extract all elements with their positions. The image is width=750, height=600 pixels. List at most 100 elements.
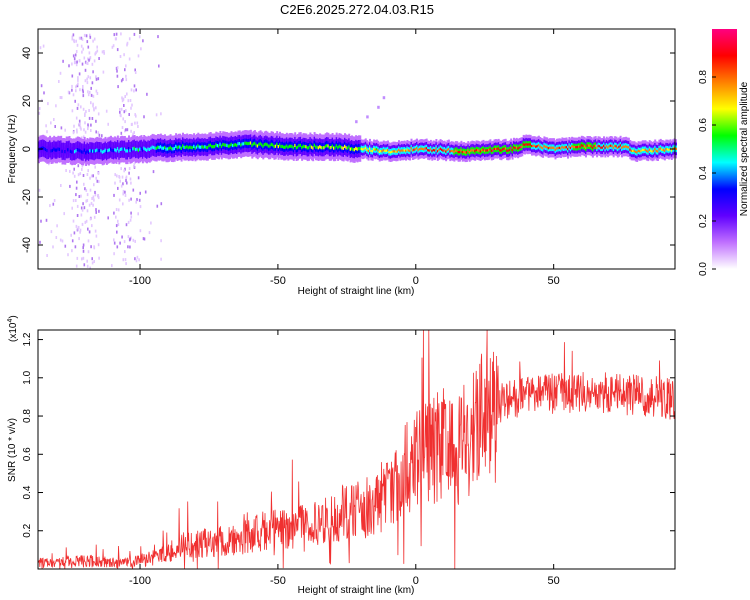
spectrogram-cell	[182, 144, 184, 148]
spectrogram-cell	[465, 151, 468, 154]
spectrogram-cell	[113, 241, 116, 245]
spectrogram-cell	[113, 193, 115, 197]
spectrogram-cell	[345, 146, 348, 150]
spectrogram-cell	[115, 32, 118, 36]
spectrogram-cell	[77, 164, 80, 168]
spectrogram-cell	[70, 233, 72, 237]
spectrogram-cell	[119, 147, 122, 151]
spectrogram-y-tick-label: 20	[21, 95, 33, 107]
spectrogram-cell	[128, 57, 131, 61]
spectrogram-cell	[47, 148, 50, 152]
spectrogram-cell	[508, 148, 511, 152]
spectrogram-cell	[123, 147, 126, 151]
spectrogram-cell	[380, 150, 382, 153]
spectrogram-cell	[120, 32, 122, 36]
spectrogram-cell	[515, 146, 518, 149]
spectrogram-cell	[148, 231, 151, 235]
snr-x-tick-label: 0	[413, 575, 419, 587]
spectrogram-cell	[186, 145, 189, 149]
spectrogram-cell	[665, 148, 668, 151]
spectrogram-cell	[43, 91, 45, 95]
spectrogram-cell	[162, 146, 165, 150]
spectrogram-cell	[94, 229, 97, 233]
spectrogram-cell	[609, 144, 612, 147]
spectrogram-cell	[208, 144, 211, 148]
spectrogram-cell	[531, 144, 533, 148]
spectrogram-cell	[183, 145, 186, 149]
snr-y-tick-label: 1.2	[22, 332, 33, 346]
spectrogram-cell	[84, 130, 87, 134]
spectrogram-cell	[72, 93, 75, 97]
spectrogram-cell	[50, 230, 53, 234]
spectrogram-cell	[49, 204, 51, 208]
spectrogram-cell	[76, 180, 78, 184]
spectrogram-cell	[229, 144, 232, 148]
spectrogram-cell	[481, 149, 484, 152]
spectrogram-cell	[83, 56, 86, 60]
spectrogram-marks	[38, 32, 677, 270]
spectrogram-y-tick-label: -40	[21, 237, 33, 253]
spectrogram-cell	[111, 264, 113, 268]
spectrogram-cell	[292, 146, 295, 150]
spectrogram-cell	[107, 122, 109, 126]
spectrogram-cell	[285, 144, 288, 148]
spectrogram-cell	[405, 149, 407, 153]
spectrogram-cell	[85, 188, 88, 192]
spectrogram-cell	[147, 147, 150, 151]
spectrogram-cell	[80, 44, 83, 48]
spectrogram-cell	[75, 39, 77, 43]
spectrogram-cell	[550, 146, 553, 149]
spectrogram-cell	[144, 147, 147, 151]
spectrogram-cell	[122, 258, 125, 262]
spectrogram-cell	[139, 229, 142, 233]
spectrogram-cell	[80, 213, 83, 217]
spectrogram-cell	[124, 250, 126, 254]
spectrogram-cell	[125, 149, 128, 153]
spectrogram-cell	[382, 96, 386, 100]
spectrogram-cell	[459, 150, 461, 154]
spectrogram-cell	[137, 125, 139, 128]
spectrogram-cell	[392, 150, 395, 153]
spectrogram-cell	[461, 151, 464, 154]
spectrogram-cell	[87, 169, 89, 173]
spectrogram-cell	[82, 243, 85, 247]
spectrogram-cell	[142, 237, 145, 241]
spectrogram-cell	[637, 149, 640, 152]
spectrogram-cell	[565, 146, 568, 149]
spectrogram-cell	[134, 68, 136, 72]
spectrogram-cell	[414, 148, 417, 151]
spectrogram-cell	[297, 145, 299, 149]
spectrogram-cell	[204, 145, 207, 149]
spectrogram-cell	[46, 254, 48, 257]
spectrogram-cell	[83, 206, 86, 210]
spectrogram-cell	[82, 174, 85, 177]
spectrogram-cell	[108, 148, 111, 152]
spectrogram-cell	[82, 47, 84, 51]
spectrogram-cell	[67, 90, 70, 94]
spectrogram-cell	[668, 148, 671, 152]
spectrogram-cell	[87, 150, 90, 154]
spectrogram-cell	[117, 186, 119, 190]
spectrogram-cell	[74, 60, 76, 64]
spectrogram-cell	[627, 146, 630, 149]
spectrogram-cell	[90, 245, 92, 249]
spectrogram-cell	[547, 147, 550, 150]
spectrogram-cell	[71, 150, 74, 154]
spectrogram-cell	[71, 84, 73, 88]
snr-plot-area	[38, 330, 675, 569]
spectrogram-cell	[87, 93, 90, 97]
spectrogram-cell	[124, 190, 126, 194]
spectrogram-cell	[159, 145, 162, 149]
spectrogram-cell	[86, 40, 89, 44]
spectrogram-cell	[319, 145, 322, 149]
spectrogram-cell	[578, 145, 581, 148]
spectrogram-cell	[136, 198, 138, 202]
spectrogram-cell	[89, 188, 92, 192]
spectrogram-cell	[113, 238, 115, 242]
spectrogram-cell	[135, 259, 138, 263]
spectrogram-cell	[146, 148, 148, 152]
spectrogram-cell	[346, 146, 349, 150]
spectrogram-cell	[113, 252, 115, 256]
spectrogram-cell	[290, 144, 292, 148]
spectrogram-cell	[166, 147, 169, 151]
